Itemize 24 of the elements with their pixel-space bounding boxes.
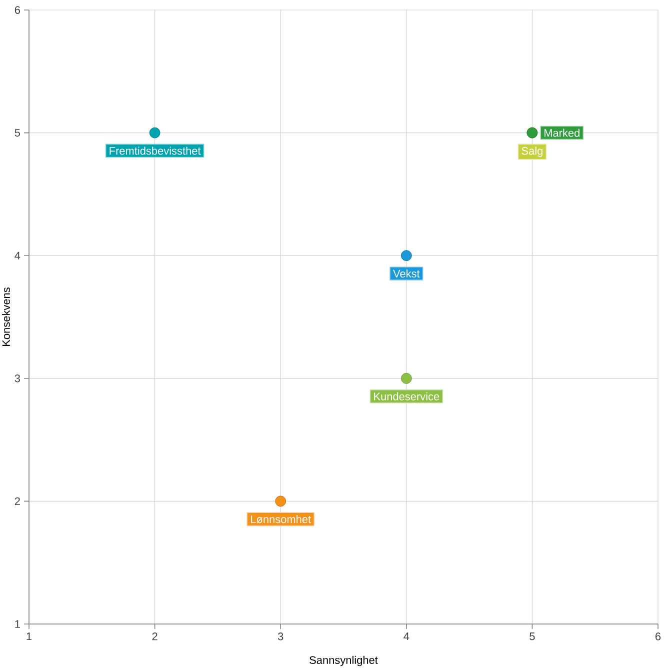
y-tick-label: 4 [14,252,20,260]
series-label: Marked [544,128,580,137]
x-tick-label: 5 [530,632,535,640]
y-tick-label: 2 [14,497,20,506]
point [400,250,412,262]
x-tick-label: 6 [656,632,661,640]
x-tick-label: 2 [152,632,158,640]
series-label: Salg [522,146,542,157]
series-label: Kundeservice [374,392,440,400]
y-tick-label: 6 [14,6,20,14]
y-tick-label: 5 [14,128,20,137]
point [149,127,160,138]
y-tick-label: 3 [14,374,20,382]
y-axis-title: Konsekvens [2,288,10,346]
series-label: Fremtidsbevissthet [110,146,201,155]
y-tick-label: 1 [15,620,20,628]
x-tick-label: 1 [26,632,32,640]
series-label: Lønnsomhet [251,515,311,524]
point [275,496,286,507]
x-tick-label: 4 [404,632,410,640]
x-axis-title: Sannsynlighet [310,656,378,666]
point [400,372,412,384]
series-label: Vekst [393,270,420,278]
x-tick-label: 3 [278,632,284,640]
